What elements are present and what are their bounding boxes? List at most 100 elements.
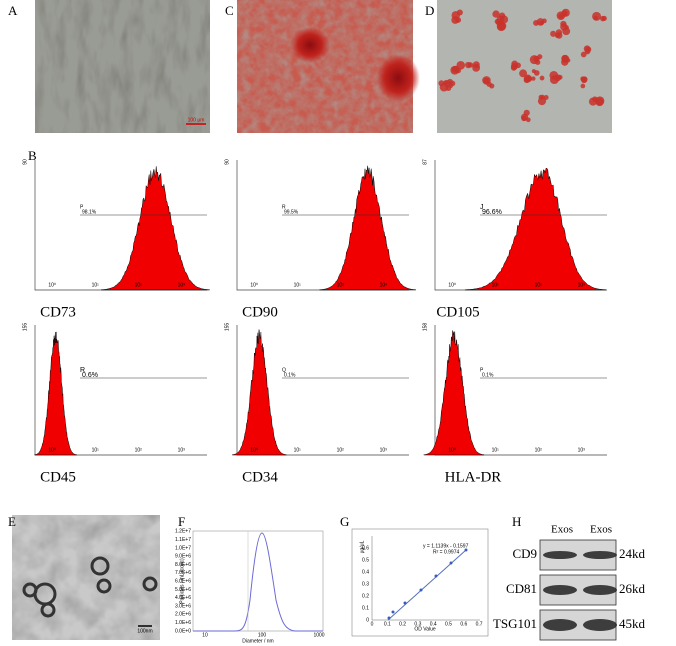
droplet [531,76,536,81]
panel-label: A [8,3,18,18]
gate-name: J [480,204,484,211]
droplet [519,69,528,78]
band [583,551,617,559]
panel-label: D [425,3,434,18]
band [543,551,577,559]
droplet [496,15,505,24]
lane-label: Exos [590,524,612,536]
x-tick-label: 10³ [578,447,586,453]
droplet [525,117,531,123]
panel-label: F [178,514,185,529]
lipid-droplets [438,8,607,123]
droplet [472,61,480,69]
x-tick-label: 0.4 [430,621,437,627]
x-tick-label: 10¹ [294,447,302,453]
x-tick-label: 10² [135,282,143,288]
y-tick-label: 0.2 [362,593,369,599]
x-tick-label: 10¹ [492,447,500,453]
gate-percent: 0.1% [284,372,296,378]
plot-frame [192,530,324,632]
gate-percent: 98.1% [82,209,97,215]
gate-percent: 0.6% [82,372,98,379]
axis-label: Diameter / nm [242,638,273,644]
droplet [584,48,591,55]
x-tick-label: 10² [535,447,543,453]
protein-label: TSG101 [493,616,537,631]
y-tick-label: 1.0E+7 [175,545,191,551]
histogram [423,330,485,456]
vesicles [22,556,158,618]
axes [371,536,480,621]
x-tick-label: 10⁰ [250,282,258,288]
marker-label: CD90 [242,304,278,320]
panel-label: C [225,3,234,18]
droplet [593,15,599,21]
band [583,585,617,595]
x-tick-label: 10¹ [92,447,100,453]
droplet [531,69,536,74]
x-tick-label: 10² [337,282,345,288]
droplet [537,54,543,60]
y-tick-label: 7.0E+6 [175,570,191,576]
x-tick-label: 100 [258,632,267,638]
y-tick-label: 3.0E+6 [175,603,191,609]
y-tick-label: 0.3 [362,581,369,587]
droplet [486,81,492,87]
gate-name: P [80,204,84,210]
photo-a-texture [35,0,210,133]
x-tick-label: 10⁰ [448,282,456,288]
marker-label: HLA-DR [445,469,502,485]
y-max: 87 [422,159,428,165]
plot-frame [351,528,489,637]
lane-label: Exos [551,524,573,536]
droplet [539,75,545,81]
x-tick-label: 0.3 [414,621,421,627]
histogram [231,329,287,456]
scale-label: 100nm [137,628,152,634]
band [543,585,577,595]
droplet [564,25,569,30]
nodule [290,27,330,63]
droplet [535,59,541,65]
gate-percent: 96.6% [482,209,502,216]
y-max: 90 [224,159,230,165]
x-tick-label: 10⁰ [250,447,258,453]
trendline [387,549,467,621]
protein-label: CD81 [506,581,537,596]
droplet [580,76,588,84]
x-tick-label: 0.6 [460,621,467,627]
droplet [549,71,559,80]
marker-label: CD45 [40,469,76,485]
y-tick-label: 9.0E+6 [175,554,191,560]
x-tick-label: 10⁰ [448,447,456,453]
size-label: 45kd [619,616,646,631]
x-tick-label: 0.5 [445,621,452,627]
x-tick-label: 1000 [313,632,324,638]
droplet [536,18,545,26]
x-tick-label: 10 [202,632,208,638]
histogram [464,168,607,291]
x-tick-label: 10¹ [492,282,500,288]
x-tick-label: 10³ [178,282,186,288]
histogram [34,331,77,456]
droplet [550,30,557,37]
droplet [523,109,530,116]
points [387,548,468,620]
y-tick-label: 5.0E+6 [175,587,191,593]
y-tick-label: 0.6 [362,545,369,551]
gate-name: R [80,367,85,374]
marker-label: CD105 [436,304,479,320]
droplet [450,65,460,75]
droplet [497,21,507,31]
x-tick-label: 10¹ [294,282,302,288]
marker-label: CD73 [40,304,76,320]
y-tick-label: 0.0E+0 [175,628,191,634]
protein-label: CD9 [512,546,537,561]
x-tick-label: 0.2 [399,621,406,627]
scale-label: 100 μm [188,117,205,123]
x-tick-label: 10³ [578,282,586,288]
droplet [521,115,527,122]
r-squared: R² = 0.9974 [433,549,459,555]
droplet [554,32,561,39]
axis-label: Particles / mL (conc) [179,558,185,604]
